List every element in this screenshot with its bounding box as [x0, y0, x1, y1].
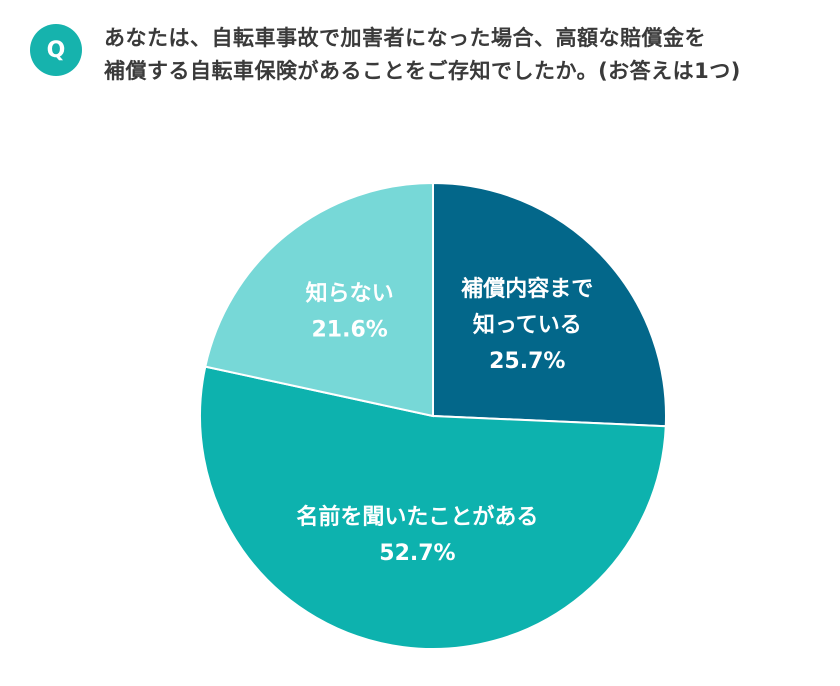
slice-value-label: 52.7%	[379, 541, 455, 566]
slice-value-label: 21.6%	[311, 318, 387, 343]
slice-category-label: 知らない	[306, 281, 394, 307]
question-line-1: あなたは、自転車事故で加害者になった場合、高額な賠償金を	[104, 26, 706, 50]
slice-label-2: 名前を聞いたことがある 52.7%	[296, 504, 538, 566]
pie-slice-3	[204, 181, 434, 418]
slice-category-label: 補償内容まで	[460, 276, 593, 302]
question-header: Q あなたは、自転車事故で加害者になった場合、高額な賠償金を 補償する自転車保険…	[30, 22, 820, 88]
question-text: あなたは、自転車事故で加害者になった場合、高額な賠償金を 補償する自転車保険があ…	[104, 22, 741, 88]
slice-category-label: 名前を聞いたことがある	[296, 504, 538, 530]
question-badge: Q	[30, 24, 82, 76]
question-line-2: 補償する自転車保険があることをご存知でしたか。(お答えは1つ)	[104, 59, 741, 83]
slice-label-3: 知らない 21.6%	[306, 281, 394, 343]
pie-slice-1	[432, 181, 667, 428]
slice-category-label: 知っている	[473, 312, 582, 338]
slice-value-label: 25.7%	[489, 349, 565, 374]
pie-slice-2	[199, 365, 667, 650]
